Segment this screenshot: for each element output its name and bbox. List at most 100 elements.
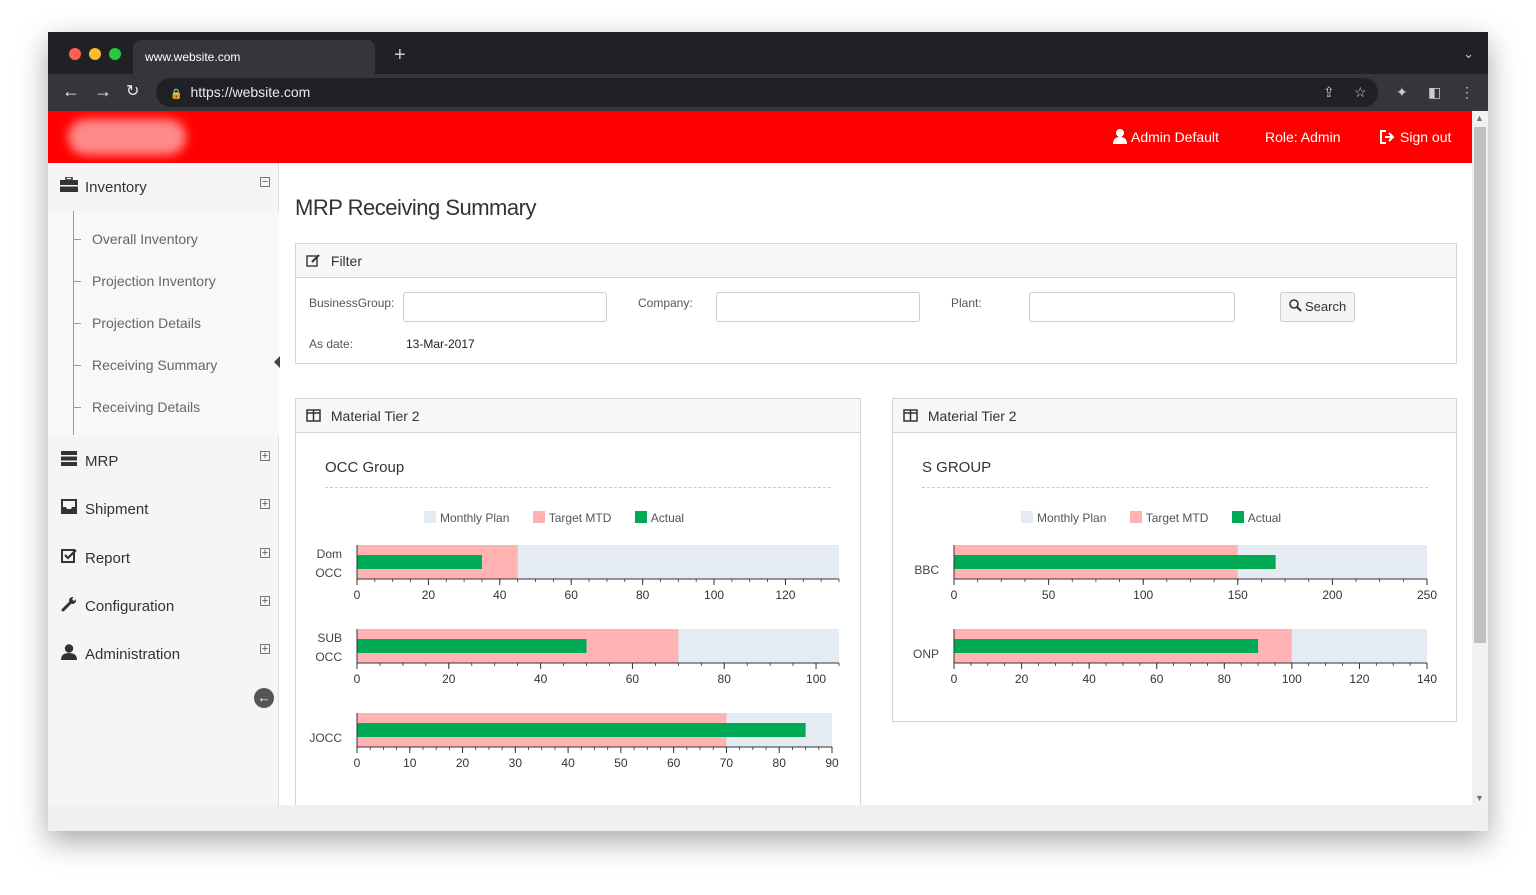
tick-label: 20 [1015,672,1029,686]
actual-bar[interactable] [357,639,587,653]
sidebar: Inventory − Overall Inventory Projection… [48,163,280,805]
category-label: BBC [914,563,939,577]
tick-label: 80 [636,588,650,602]
columns-icon [306,408,325,424]
close-window-button[interactable] [69,48,81,60]
sidebar-item-shipment[interactable]: Shipment + [48,485,279,533]
sidebar-item-mrp[interactable]: MRP + [48,437,279,485]
legend-label: Actual [1247,511,1282,525]
tick-label: 100 [806,672,826,686]
checkbox-icon [59,548,79,567]
sidebar-subitem-receiving-details[interactable]: Receiving Details [92,399,201,415]
sidebar-item-label: MRP [85,453,119,470]
sidebar-item-inventory[interactable]: Inventory − [48,163,279,211]
user-menu[interactable]: Admin Default [1113,129,1219,145]
expand-toggle-icon[interactable]: + [260,643,270,655]
tick-label: 100 [1133,588,1153,602]
sidebar-item-label: Shipment [85,501,149,518]
actual-bar[interactable] [954,639,1259,653]
category-label: Dom [317,547,342,561]
legend-label: Target MTD [1145,511,1209,525]
sidebar-subitem-projection-details[interactable]: Projection Details [92,315,201,331]
tick-label: 60 [565,588,579,602]
tick-label: 70 [720,756,734,770]
tick-label: 20 [442,672,456,686]
lock-icon: 🔒 [170,89,183,100]
sidebar-item-label: Configuration [85,598,175,615]
maximize-window-button[interactable] [109,48,121,60]
url-text: https://website.com [190,84,311,100]
filter-panel-header: Filter [296,244,1456,278]
filter-panel: Filter BusinessGroup: Company: Plant: Se… [295,243,1457,364]
category-label: OCC [315,566,342,580]
sidebar-subitem-receiving-summary[interactable]: Receiving Summary [92,357,218,373]
tree-tick [73,239,81,240]
sign-out-link[interactable]: Sign out [1380,129,1451,145]
legend-swatch [424,511,436,523]
sidebar-item-label: Administration [85,646,181,663]
scroll-up-arrow-icon[interactable]: ▲ [1475,113,1484,123]
address-bar[interactable]: 🔒 https://website.com [156,78,1378,107]
collapse-toggle-icon[interactable]: − [260,176,270,188]
scroll-down-arrow-icon[interactable]: ▼ [1475,793,1484,803]
expand-toggle-icon[interactable]: + [260,450,270,462]
legend-swatch [1231,511,1244,523]
sidebar-item-configuration[interactable]: Configuration + [48,582,279,630]
tick-label: 0 [354,588,361,602]
actual-bar[interactable] [954,555,1276,569]
expand-toggle-icon[interactable]: + [260,595,270,607]
minimize-window-button[interactable] [89,48,101,60]
company-input[interactable] [716,292,920,322]
more-menu-icon[interactable]: ⋮ [1460,84,1474,100]
company-logo[interactable] [68,119,186,155]
back-arrow-icon[interactable]: ← [62,81,80,101]
legend-swatch [1129,511,1142,523]
browser-tab[interactable]: www.website.com [133,40,375,74]
bookmark-star-icon[interactable]: ☆ [1354,84,1367,100]
share-icon[interactable]: ⇪ [1323,84,1335,100]
business-group-input[interactable] [403,292,607,322]
plant-label: Plant: [951,296,982,310]
tick-label: 120 [1349,672,1369,686]
actual-bar[interactable] [357,723,806,737]
side-panel-icon[interactable]: ◧ [1428,84,1442,100]
legend-swatch [1021,511,1033,523]
tick-label: 140 [1417,672,1437,686]
forward-arrow-icon[interactable]: → [94,81,112,101]
plant-input[interactable] [1029,292,1235,322]
tick-label: 60 [1150,672,1164,686]
expand-toggle-icon[interactable]: + [260,498,270,510]
category-label: SUB [317,631,342,645]
tick-label: 250 [1417,588,1437,602]
as-date-label: As date: [309,337,354,351]
tick-label: 150 [1228,588,1248,602]
collapse-sidebar-arrow-icon[interactable]: ← [254,688,274,708]
sidebar-subitem-overall-inventory[interactable]: Overall Inventory [92,231,198,247]
legend-target-mtd: Target MTD [532,511,611,525]
company-label: Company: [638,296,693,310]
tab-title: www.website.com [145,50,241,64]
tab-search-chevron-icon[interactable]: ⌄ [1463,46,1474,61]
actual-bar[interactable] [357,555,482,569]
sidebar-subitem-projection-inventory[interactable]: Projection Inventory [92,273,216,289]
extensions-puzzle-icon[interactable]: ✦ [1396,84,1408,100]
reload-icon[interactable]: ↻ [126,83,140,100]
scrollbar-thumb[interactable] [1474,127,1486,643]
tick-label: 0 [354,756,361,770]
browser-window: www.website.com + ⌄ ← → ↻ 🔒 https://websi… [48,32,1488,831]
material-tier-panel-left: Material Tier 2 OCC Group Monthly Plan T… [295,398,861,805]
sidebar-item-report[interactable]: Report + [48,534,279,582]
legend-label: Monthly Plan [440,511,510,525]
tick-label: 20 [422,588,436,602]
tick-label: 0 [951,588,958,602]
page-scrollbar[interactable]: ▲ ▼ [1472,111,1488,805]
search-button[interactable]: Search [1280,292,1355,322]
tree-tick [73,407,81,408]
bar-group-sub-occ: SUB OCC 0 20 40 60 80 100 [315,629,840,686]
new-tab-button[interactable]: + [394,44,406,66]
expand-toggle-icon[interactable]: + [260,547,270,559]
columns-icon [903,408,922,424]
tick-label: 50 [1042,588,1056,602]
panel-header: Material Tier 2 [893,399,1456,433]
sidebar-item-administration[interactable]: Administration + [48,630,279,678]
